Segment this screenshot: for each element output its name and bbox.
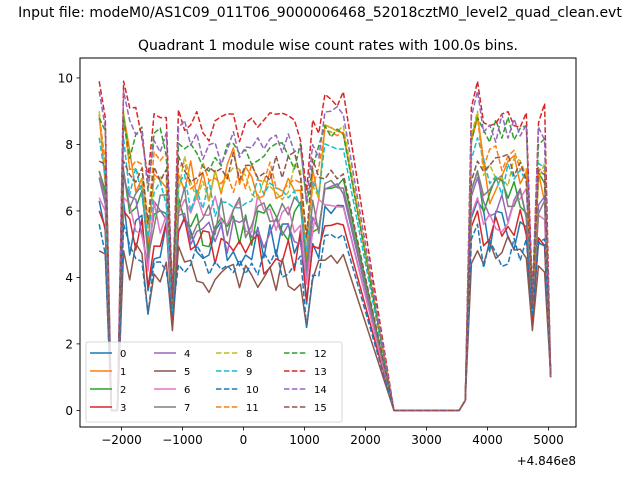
x-tick-label: −2000 [101,433,142,447]
y-tick-label: 4 [65,271,73,285]
x-tick-label: −1000 [162,433,203,447]
legend-label-8: 8 [246,349,252,360]
y-tick-label: 6 [65,204,73,218]
x-tick-label: 3000 [411,433,442,447]
x-tick-label: 0 [240,433,248,447]
legend-label-4: 4 [184,349,190,360]
chart-title: Quadrant 1 module wise count rates with … [138,38,518,54]
x-tick-label: 1000 [289,433,320,447]
axes-frame [79,57,577,428]
legend-label-9: 9 [246,367,252,378]
legend-label-3: 3 [120,403,126,414]
legend-label-11: 11 [246,403,259,414]
legend-label-2: 2 [120,385,126,396]
legend-label-6: 6 [184,385,190,396]
y-tick-label: 8 [65,138,73,152]
series-line-10 [98,223,552,412]
y-tick-label: 10 [58,71,73,85]
x-offset-text: +4.846e8 [517,454,576,468]
y-tick-label: 0 [65,404,73,418]
x-tick-label: 5000 [533,433,564,447]
x-tick-label: 4000 [472,433,503,447]
legend-label-12: 12 [314,349,327,360]
legend-label-7: 7 [184,403,190,414]
legend-label-1: 1 [120,367,126,378]
legend-label-5: 5 [184,367,190,378]
y-tick-label: 2 [65,337,73,351]
chart-suptitle: Input file: modeM0/AS1C09_011T06_9000006… [18,5,622,21]
series-line-15 [98,151,552,412]
legend-box [85,341,343,423]
legend-label-14: 14 [314,385,327,396]
legend-label-13: 13 [314,367,327,378]
legend-label-10: 10 [246,385,259,396]
legend-label-0: 0 [120,349,126,360]
series-layer [98,80,552,412]
legend-label-15: 15 [314,403,327,414]
series-line-14 [98,90,552,412]
x-tick-label: 2000 [350,433,381,447]
